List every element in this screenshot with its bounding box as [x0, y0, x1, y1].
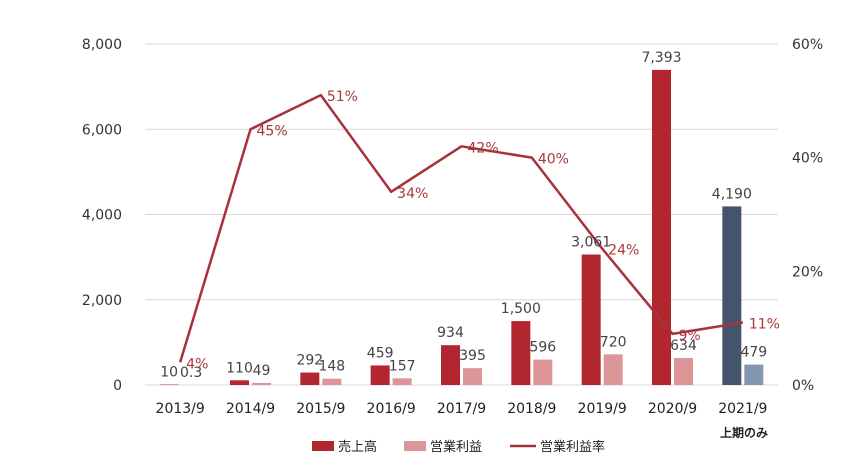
- bar-value-label: 148: [318, 359, 345, 375]
- bar-operating-profit: [463, 368, 482, 385]
- bar-operating-profit: [533, 359, 553, 385]
- x-tick-label: 2018/9: [507, 401, 556, 417]
- left-y-tick-label: 0: [113, 378, 122, 394]
- left-y-tick-label: 6,000: [82, 122, 122, 138]
- x-tick-label: 2019/9: [578, 401, 627, 417]
- right-y-tick-label: 60%: [792, 37, 823, 53]
- x-tick-label: 2014/9: [226, 401, 275, 417]
- bar-value-label: 7,393: [641, 50, 681, 66]
- line-value-label: 4%: [186, 356, 208, 372]
- operating-margin-line: [178, 93, 744, 363]
- bar-value-label: 10: [160, 365, 178, 381]
- bar-series: [159, 69, 764, 385]
- x-tick-label: 2016/9: [367, 401, 416, 417]
- bar-sales: [652, 69, 671, 385]
- x-tick-label: 2021/9: [718, 401, 767, 417]
- bar-value-label: 934: [437, 325, 464, 341]
- left-y-tick-label: 2,000: [82, 293, 122, 309]
- line-value-label: 42%: [468, 140, 499, 156]
- bar-value-label: 157: [389, 358, 416, 374]
- left-y-tick-label: 8,000: [82, 37, 122, 53]
- bar-value-label: 596: [529, 340, 556, 356]
- line-value-label: 11%: [749, 316, 780, 332]
- bar-operating-profit: [674, 357, 693, 385]
- legend-label: 営業利益: [430, 439, 482, 455]
- bar-sales: [511, 321, 531, 385]
- bar-operating-profit: [392, 378, 412, 385]
- note-label: 上期のみ: [720, 425, 768, 440]
- legend-label: 売上高: [338, 439, 377, 455]
- bar-operating-profit: [744, 364, 764, 385]
- right-y-axis-ticks: 0% 20% 40% 60%: [792, 37, 823, 394]
- bar-value-label: 3,061: [571, 235, 611, 251]
- bar-sales: [300, 372, 320, 385]
- line-value-label: 51%: [327, 89, 358, 105]
- bar-value-label: 0.3: [180, 365, 202, 381]
- bar-sales: [441, 345, 460, 385]
- x-tick-label: 2020/9: [648, 401, 697, 417]
- bar-value-label: 459: [367, 345, 394, 361]
- right-y-tick-label: 20%: [792, 264, 823, 280]
- right-y-tick-label: 0%: [792, 378, 814, 394]
- bar-value-label: 4,190: [712, 186, 752, 202]
- bar-value-label: 110: [226, 360, 253, 376]
- line-value-label: 40%: [538, 152, 569, 168]
- line-value-label: 24%: [608, 243, 639, 259]
- bar-value-label: 479: [740, 345, 767, 361]
- line-series: [178, 93, 744, 363]
- bar-sales: [370, 365, 390, 385]
- x-tick-label: 2017/9: [437, 401, 486, 417]
- line-value-label: 34%: [397, 186, 428, 202]
- x-tick-label: 2013/9: [156, 401, 205, 417]
- legend: 売上高 営業利益 営業利益率: [312, 439, 605, 455]
- x-axis-ticks: 2013/9 2014/9 2015/9 2016/9 2017/9 2018/9 2019…: [156, 401, 768, 417]
- x-tick-label: 2015/9: [296, 401, 345, 417]
- left-y-tick-label: 4,000: [82, 208, 122, 224]
- bar-value-label: 395: [459, 348, 486, 364]
- line-value-label: 45%: [257, 123, 288, 139]
- legend-swatch-operating-profit: [404, 441, 426, 451]
- bar-operating-profit: [322, 378, 342, 385]
- left-y-axis-ticks: 0 2,000 4,000 6,000 8,000: [82, 37, 122, 394]
- bar-value-label: 292: [296, 353, 323, 369]
- legend-label: 営業利益率: [540, 439, 605, 455]
- bar-value-label: 1,500: [501, 301, 541, 317]
- bar-value-label: 634: [670, 338, 697, 354]
- bar-operating-profit: [252, 382, 271, 385]
- bar-sales: [722, 206, 742, 385]
- bar-sales: [230, 380, 249, 385]
- line-value-label: 9%: [679, 328, 701, 344]
- bar-value-label: 720: [600, 334, 627, 350]
- data-labels: 10 110 292 459 934 1,500 3,061 7,393 4,190 0.3 49 1…: [160, 50, 780, 381]
- legend-swatch-sales: [312, 441, 334, 451]
- right-y-tick-label: 40%: [792, 151, 823, 167]
- bar-operating-profit: [603, 354, 623, 385]
- bar-sales: [581, 254, 601, 385]
- bar-value-label: 49: [253, 363, 271, 379]
